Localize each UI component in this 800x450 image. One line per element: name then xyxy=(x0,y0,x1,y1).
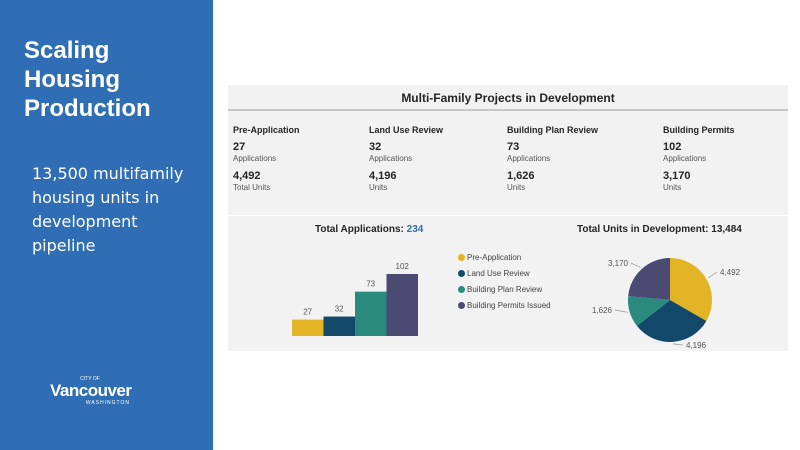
stage-applications: 27 xyxy=(233,141,246,153)
logo-top: CITY OF xyxy=(80,376,100,382)
stage-applications-label: Applications xyxy=(663,154,707,163)
bar-title-value: 234 xyxy=(406,224,424,235)
stage-applications: 102 xyxy=(663,141,682,153)
legend-item: Land Use Review xyxy=(458,269,530,278)
stage-units-label: Units xyxy=(369,183,388,192)
bar xyxy=(323,316,355,336)
legend-dot-icon xyxy=(458,302,465,309)
stage-name: Pre-Application xyxy=(233,125,300,135)
stage-units: 4,492 xyxy=(233,170,261,182)
bar xyxy=(355,291,387,336)
dashboard-card: Multi-Family Projects in Development Pre… xyxy=(228,85,788,351)
stage-units: 3,170 xyxy=(663,170,691,182)
bar xyxy=(292,319,324,336)
divider xyxy=(228,215,788,216)
stage-applications-label: Applications xyxy=(233,154,277,163)
stage-name: Building Permits xyxy=(663,125,735,135)
stage-units: 1,626 xyxy=(507,170,535,182)
legend-label: Building Permits Issued xyxy=(467,301,551,310)
bar-data-label: 27 xyxy=(303,308,312,317)
stage-2: Building Plan Review 73 Applications 1,626 U… xyxy=(507,125,627,199)
pie-data-label: 4,492 xyxy=(720,268,741,277)
pie-leader-line xyxy=(614,309,628,313)
stage-applications-label: Applications xyxy=(507,154,551,163)
logo-name: Vancouver xyxy=(50,381,132,400)
bar-data-label: 32 xyxy=(335,305,344,314)
legend-label: Land Use Review xyxy=(467,269,530,278)
slide-title: Scaling Housing Production xyxy=(24,37,151,122)
stage-units-label: Units xyxy=(507,183,526,192)
bar-title-label: Total Applications: xyxy=(315,224,404,235)
stage-1: Land Use Review 32 Applications 4,196 Units xyxy=(369,125,489,199)
legend-label: Building Plan Review xyxy=(467,285,543,294)
pie-leader-line xyxy=(707,271,718,279)
legend-item: Building Plan Review xyxy=(458,285,542,294)
pie-leader-line xyxy=(630,262,641,268)
pie-leader-line xyxy=(673,343,684,346)
legend-dot-icon xyxy=(458,270,465,277)
pie-slice xyxy=(636,300,707,342)
bar-chart-title: Total Applications: 234 xyxy=(315,224,423,235)
card-title: Multi-Family Projects in Development xyxy=(228,85,788,111)
stage-3: Building Permits 102 Applications 3,170 Unit… xyxy=(663,125,783,199)
pie-slice xyxy=(628,258,670,300)
stage-units-label: Units xyxy=(663,183,682,192)
stage-applications-label: Applications xyxy=(369,154,413,163)
pie-slice xyxy=(628,296,670,326)
legend-label: Pre-Application xyxy=(467,253,522,262)
slide-sidebar: Scaling Housing Production 13,500 multif… xyxy=(0,0,213,450)
pie-data-label: 4,196 xyxy=(686,341,707,350)
stage-name: Building Plan Review xyxy=(507,125,599,135)
stage-applications: 73 xyxy=(507,141,520,153)
stage-units: 4,196 xyxy=(369,170,397,182)
pie-data-label: 3,170 xyxy=(608,259,629,268)
stage-name: Land Use Review xyxy=(369,125,444,135)
legend-dot-icon xyxy=(458,254,465,261)
bar-data-label: 73 xyxy=(366,280,375,289)
bar-data-label: 102 xyxy=(396,262,410,271)
pie-slice xyxy=(670,258,712,321)
charts-svg: 27 32 73 102 4,492 4,196 1,626 3,170 xyxy=(292,258,741,350)
legend-item: Pre-Application xyxy=(458,253,521,262)
legend-dot-icon xyxy=(458,286,465,293)
stage-applications: 32 xyxy=(369,141,382,153)
logo-bottom: WASHINGTON xyxy=(85,400,130,406)
stage-0: Pre-Application 27 Applications 4,492 Total … xyxy=(233,125,353,199)
bar xyxy=(386,274,418,336)
legend-item: Building Permits Issued xyxy=(458,301,551,310)
pie-chart-title: Total Units in Development: 13,484 xyxy=(577,224,742,235)
stage-units-label: Total Units xyxy=(233,183,271,192)
pie-data-label: 1,626 xyxy=(592,306,613,315)
slide-subtitle: 13,500 multifamily housing units in deve… xyxy=(32,164,184,255)
vancouver-logo: CITY OF Vancouver WASHINGTON xyxy=(50,376,132,414)
